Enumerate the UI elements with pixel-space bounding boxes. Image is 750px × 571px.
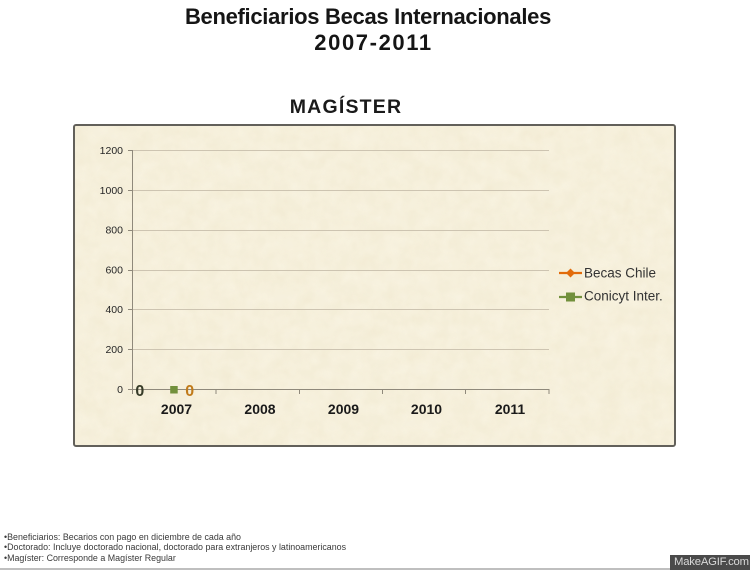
svg-text:Becas Chile: Becas Chile <box>584 266 656 281</box>
svg-text:600: 600 <box>105 265 123 277</box>
svg-text:2007: 2007 <box>161 401 192 417</box>
svg-text:2008: 2008 <box>244 401 275 417</box>
svg-text:1000: 1000 <box>100 185 124 197</box>
svg-text:1200: 1200 <box>100 145 124 157</box>
svg-text:0: 0 <box>117 384 123 396</box>
svg-text:200: 200 <box>105 344 123 356</box>
svg-text:400: 400 <box>105 304 123 316</box>
svg-text:0: 0 <box>185 383 194 400</box>
svg-text:2011: 2011 <box>495 401 526 417</box>
svg-text:2009: 2009 <box>328 401 359 417</box>
svg-text:Conicyt Inter.: Conicyt Inter. <box>584 289 663 304</box>
svg-text:2010: 2010 <box>411 401 442 417</box>
svg-text:800: 800 <box>105 225 123 237</box>
svg-text:0: 0 <box>135 383 144 400</box>
